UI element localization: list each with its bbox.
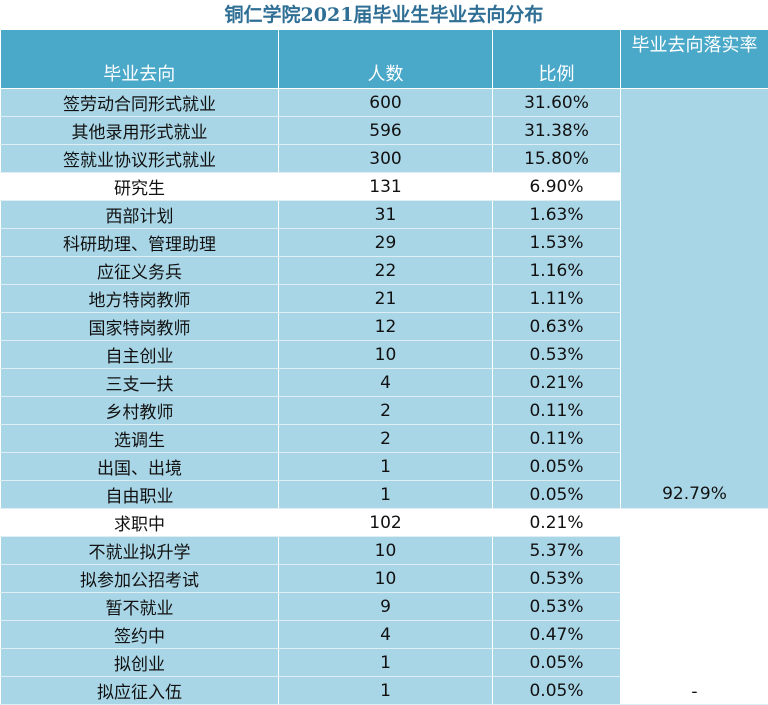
cell-ratio: 6.90% (493, 173, 621, 201)
cell-count: 300 (279, 145, 493, 173)
cell-destination: 自由职业 (1, 481, 279, 509)
cell-count: 29 (279, 229, 493, 257)
cell-count: 2 (279, 397, 493, 425)
cell-destination: 拟创业 (1, 649, 279, 677)
cell-destination: 签约中 (1, 621, 279, 649)
cell-destination: 不就业拟升学 (1, 537, 279, 565)
cell-count: 9 (279, 593, 493, 621)
cell-ratio: 0.47% (493, 621, 621, 649)
cell-ratio: 0.21% (493, 369, 621, 397)
unemployed-rate-cell: - (621, 509, 768, 705)
cell-ratio: 0.05% (493, 677, 621, 705)
cell-count: 31 (279, 201, 493, 229)
cell-destination: 自主创业 (1, 341, 279, 369)
cell-ratio: 1.11% (493, 285, 621, 313)
cell-destination: 拟参加公招考试 (1, 565, 279, 593)
header-ratio: 比例 (493, 30, 621, 89)
cell-destination: 暂不就业 (1, 593, 279, 621)
cell-count: 4 (279, 621, 493, 649)
cell-ratio: 0.53% (493, 593, 621, 621)
cell-ratio: 1.16% (493, 257, 621, 285)
cell-destination: 签就业协议形式就业 (1, 145, 279, 173)
cell-count: 596 (279, 117, 493, 145)
cell-destination: 乡村教师 (1, 397, 279, 425)
cell-ratio: 0.53% (493, 565, 621, 593)
cell-ratio: 1.63% (493, 201, 621, 229)
cell-destination: 应征义务兵 (1, 257, 279, 285)
cell-count: 600 (279, 89, 493, 117)
cell-ratio: 0.05% (493, 453, 621, 481)
page-title: 铜仁学院2021届毕业生毕业去向分布 (0, 0, 768, 30)
cell-count: 22 (279, 257, 493, 285)
cell-count: 21 (279, 285, 493, 313)
cell-count: 10 (279, 341, 493, 369)
cell-destination: 拟应征入伍 (1, 677, 279, 705)
cell-ratio: 0.21% (493, 509, 621, 537)
header-destination: 毕业去向 (1, 30, 279, 89)
cell-count: 2 (279, 425, 493, 453)
cell-count: 4 (279, 369, 493, 397)
cell-ratio: 0.05% (493, 649, 621, 677)
cell-destination: 出国、出境 (1, 453, 279, 481)
header-rate: 毕业去向落实率 (621, 30, 768, 89)
cell-ratio: 0.11% (493, 397, 621, 425)
cell-ratio: 31.60% (493, 89, 621, 117)
cell-destination: 其他录用形式就业 (1, 117, 279, 145)
cell-destination: 签劳动合同形式就业 (1, 89, 279, 117)
cell-destination: 选调生 (1, 425, 279, 453)
header-row: 毕业去向 人数 比例 毕业去向落实率 (1, 30, 768, 89)
cell-ratio: 1.53% (493, 229, 621, 257)
cell-ratio: 31.38% (493, 117, 621, 145)
cell-destination: 求职中 (1, 509, 279, 537)
cell-ratio: 0.63% (493, 313, 621, 341)
cell-ratio: 5.37% (493, 537, 621, 565)
cell-destination: 三支一扶 (1, 369, 279, 397)
cell-count: 1 (279, 677, 493, 705)
cell-ratio: 0.11% (493, 425, 621, 453)
cell-ratio: 0.53% (493, 341, 621, 369)
cell-count: 1 (279, 453, 493, 481)
cell-destination: 科研助理、管理助理 (1, 229, 279, 257)
cell-count: 1 (279, 481, 493, 509)
cell-destination: 国家特岗教师 (1, 313, 279, 341)
cell-count: 10 (279, 537, 493, 565)
cell-count: 102 (279, 509, 493, 537)
cell-ratio: 0.05% (493, 481, 621, 509)
cell-count: 12 (279, 313, 493, 341)
cell-destination: 西部计划 (1, 201, 279, 229)
cell-count: 131 (279, 173, 493, 201)
header-count: 人数 (279, 30, 493, 89)
cell-ratio: 15.80% (493, 145, 621, 173)
cell-count: 10 (279, 565, 493, 593)
employed-rate-cell: 92.79% (621, 89, 768, 509)
cell-destination: 地方特岗教师 (1, 285, 279, 313)
cell-count: 1 (279, 649, 493, 677)
cell-destination: 研究生 (1, 173, 279, 201)
